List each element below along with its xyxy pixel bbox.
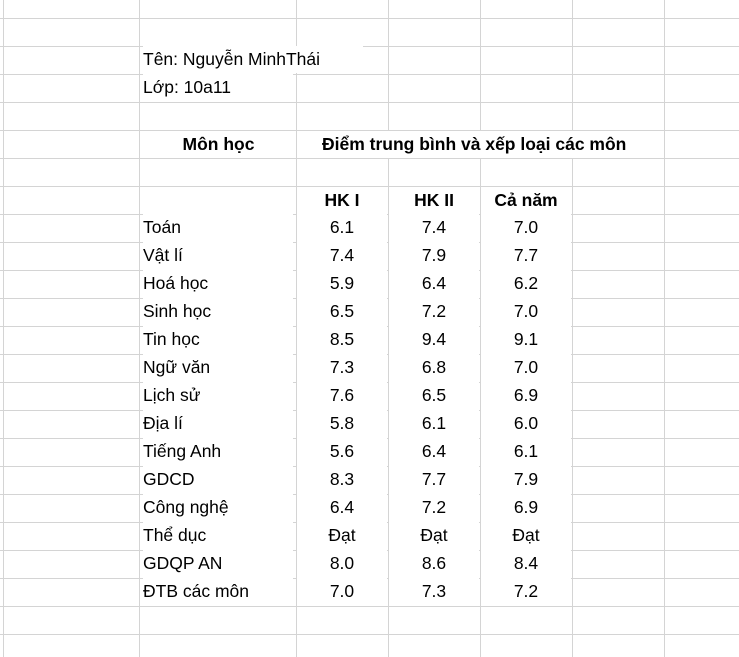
student-class-cell[interactable]: Lớp: 10a11 <box>143 74 293 101</box>
hk2-cell[interactable]: 6.8 <box>389 354 479 381</box>
hk1-cell[interactable]: 7.3 <box>297 354 387 381</box>
column-header-hk2[interactable]: HK II <box>389 187 479 214</box>
grid-row-line <box>0 606 739 607</box>
hk2-cell[interactable]: 7.2 <box>389 298 479 325</box>
subject-cell[interactable]: Vật lí <box>143 242 293 269</box>
grid-row-line <box>0 634 739 635</box>
grid-column-line <box>388 0 389 657</box>
grid-row-line <box>0 186 739 187</box>
grid-column-line <box>480 0 481 657</box>
hk1-cell[interactable]: 7.4 <box>297 242 387 269</box>
year-cell[interactable]: 7.7 <box>481 242 571 269</box>
hk1-cell[interactable]: 6.1 <box>297 214 387 241</box>
subject-cell[interactable]: Tiếng Anh <box>143 438 293 465</box>
year-cell[interactable]: 7.0 <box>481 214 571 241</box>
hk1-cell[interactable]: 6.5 <box>297 298 387 325</box>
grid-row-line <box>0 130 739 131</box>
year-cell[interactable]: 6.1 <box>481 438 571 465</box>
hk1-cell[interactable]: 5.6 <box>297 438 387 465</box>
hk1-cell[interactable]: 5.9 <box>297 270 387 297</box>
hk1-cell[interactable]: Đạt <box>297 522 387 549</box>
hk1-cell[interactable]: 8.0 <box>297 550 387 577</box>
year-cell[interactable]: 6.9 <box>481 494 571 521</box>
hk2-cell[interactable]: 7.4 <box>389 214 479 241</box>
hk2-cell[interactable]: 6.4 <box>389 438 479 465</box>
subject-cell[interactable]: Lịch sử <box>143 382 293 409</box>
subject-cell[interactable]: Hoá học <box>143 270 293 297</box>
subject-cell[interactable]: GDCD <box>143 466 293 493</box>
subject-cell[interactable]: Ngữ văn <box>143 354 293 381</box>
score-group-header-cell[interactable]: Điểm trung bình và xếp loại các môn <box>322 131 652 158</box>
subject-cell[interactable]: Toán <box>143 214 293 241</box>
year-cell[interactable]: 6.2 <box>481 270 571 297</box>
grid-column-line <box>572 0 573 657</box>
year-cell[interactable]: 6.9 <box>481 382 571 409</box>
hk2-cell[interactable]: 7.9 <box>389 242 479 269</box>
year-cell[interactable]: 7.2 <box>481 578 571 605</box>
subject-cell[interactable]: GDQP AN <box>143 550 293 577</box>
grid-column-line <box>296 0 297 657</box>
year-cell[interactable]: Đạt <box>481 522 571 549</box>
year-cell[interactable]: 7.9 <box>481 466 571 493</box>
grid-row-line <box>0 74 739 75</box>
year-cell[interactable]: 6.0 <box>481 410 571 437</box>
grid-row-line <box>0 102 739 103</box>
year-cell[interactable]: 7.0 <box>481 354 571 381</box>
hk1-cell[interactable]: 7.6 <box>297 382 387 409</box>
hk2-cell[interactable]: 8.6 <box>389 550 479 577</box>
subject-cell[interactable]: Tin học <box>143 326 293 353</box>
grid-column-line <box>3 0 4 657</box>
hk2-cell[interactable]: 6.4 <box>389 270 479 297</box>
grid-row-line <box>0 46 739 47</box>
hk1-cell[interactable]: 8.3 <box>297 466 387 493</box>
hk2-cell[interactable]: 6.5 <box>389 382 479 409</box>
hk2-cell[interactable]: 6.1 <box>389 410 479 437</box>
hk2-cell[interactable]: 9.4 <box>389 326 479 353</box>
hk2-cell[interactable]: Đạt <box>389 522 479 549</box>
grid-column-line <box>139 0 140 657</box>
subject-header-cell[interactable]: Môn học <box>141 131 296 158</box>
year-cell[interactable]: 7.0 <box>481 298 571 325</box>
student-name-cell[interactable]: Tên: Nguyễn MinhThái <box>143 46 363 73</box>
subject-cell[interactable]: Thể dục <box>143 522 293 549</box>
subject-cell[interactable]: Địa lí <box>143 410 293 437</box>
grid-column-line <box>664 0 665 657</box>
hk1-cell[interactable]: 8.5 <box>297 326 387 353</box>
hk2-cell[interactable]: 7.7 <box>389 466 479 493</box>
hk1-cell[interactable]: 6.4 <box>297 494 387 521</box>
hk2-cell[interactable]: 7.3 <box>389 578 479 605</box>
grid-row-line <box>0 158 739 159</box>
subject-cell[interactable]: Sinh học <box>143 298 293 325</box>
hk1-cell[interactable]: 5.8 <box>297 410 387 437</box>
column-header-year[interactable]: Cả năm <box>481 187 571 214</box>
grid-row-line <box>0 18 739 19</box>
column-header-hk1[interactable]: HK I <box>297 187 387 214</box>
hk1-cell[interactable]: 7.0 <box>297 578 387 605</box>
subject-cell[interactable]: Công nghệ <box>143 494 293 521</box>
year-cell[interactable]: 8.4 <box>481 550 571 577</box>
year-cell[interactable]: 9.1 <box>481 326 571 353</box>
subject-cell[interactable]: ĐTB các môn <box>143 578 293 605</box>
hk2-cell[interactable]: 7.2 <box>389 494 479 521</box>
